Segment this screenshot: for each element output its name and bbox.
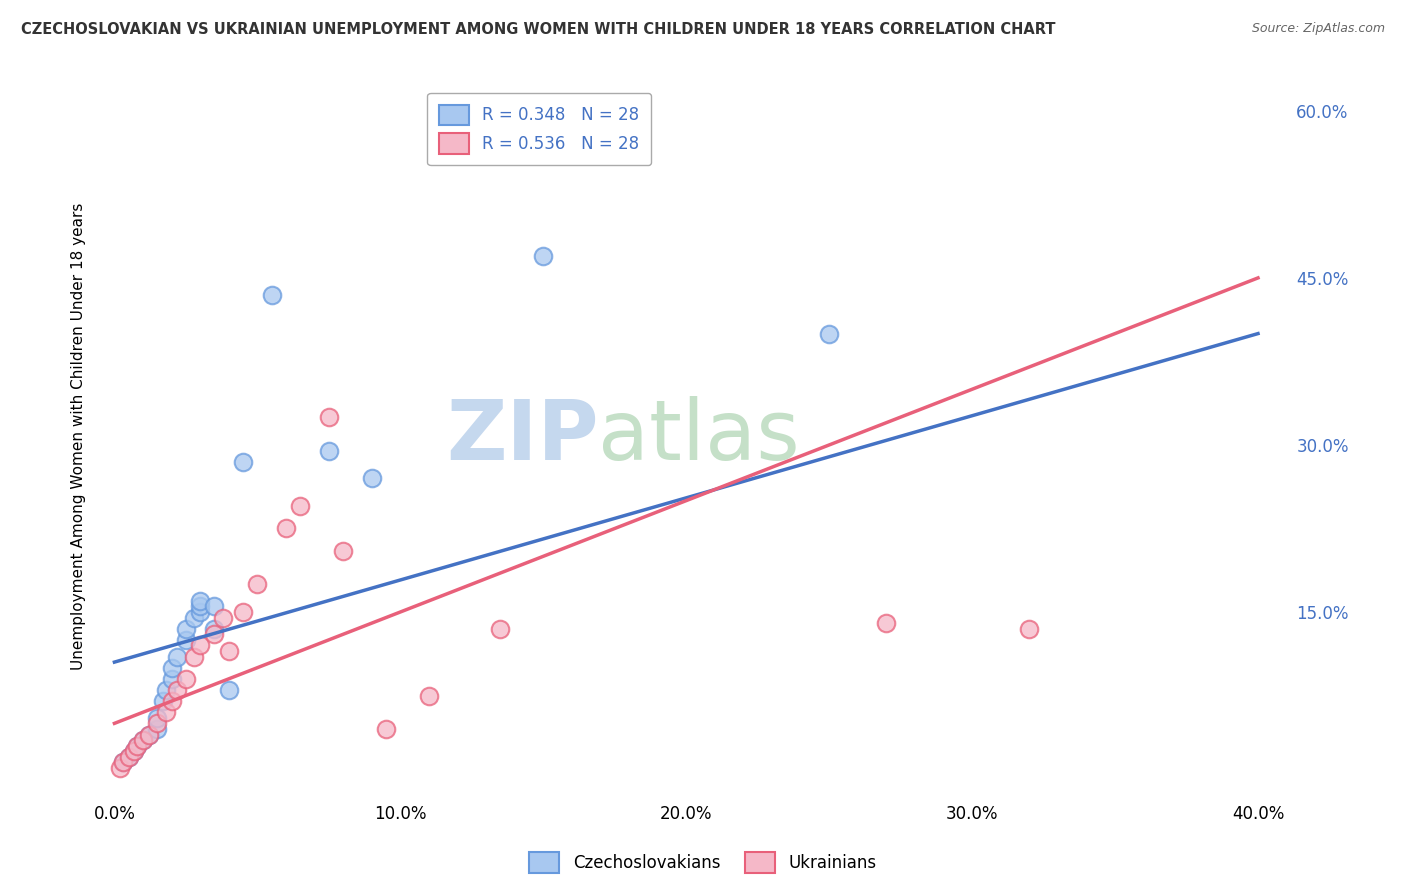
Point <box>318 410 340 425</box>
Point <box>166 649 188 664</box>
Point <box>212 610 235 624</box>
Text: Source: ZipAtlas.com: Source: ZipAtlas.com <box>1251 22 1385 36</box>
Point <box>118 749 141 764</box>
Point <box>332 543 354 558</box>
Point <box>360 471 382 485</box>
Point <box>246 577 269 591</box>
Point <box>260 287 283 301</box>
Point <box>155 705 177 719</box>
Point <box>183 610 205 624</box>
Point <box>531 249 554 263</box>
Point <box>204 627 226 641</box>
Point <box>111 756 134 770</box>
Point <box>132 733 155 747</box>
Point <box>232 605 254 619</box>
Point <box>818 326 841 341</box>
Point <box>218 644 240 658</box>
Point <box>204 622 226 636</box>
Y-axis label: Unemployment Among Women with Children Under 18 years: Unemployment Among Women with Children U… <box>72 202 86 670</box>
Point <box>188 599 211 614</box>
Point <box>138 727 160 741</box>
Point <box>174 672 197 686</box>
Point <box>218 682 240 697</box>
Point <box>174 632 197 647</box>
Point <box>155 682 177 697</box>
Point <box>127 739 149 753</box>
Point <box>204 599 226 614</box>
Point <box>127 739 149 753</box>
Point <box>375 722 398 736</box>
Point <box>146 716 169 731</box>
Text: atlas: atlas <box>599 396 800 477</box>
Point <box>132 733 155 747</box>
Point <box>318 443 340 458</box>
Point <box>152 694 174 708</box>
Point <box>183 649 205 664</box>
Point <box>274 521 297 535</box>
Point <box>875 616 897 631</box>
Point <box>188 594 211 608</box>
Text: ZIP: ZIP <box>446 396 599 477</box>
Point <box>108 761 131 775</box>
Legend: Czechoslovakians, Ukrainians: Czechoslovakians, Ukrainians <box>523 846 883 880</box>
Point <box>418 689 440 703</box>
Point <box>124 744 146 758</box>
Point <box>290 499 312 513</box>
Point <box>166 682 188 697</box>
Point <box>160 661 183 675</box>
Point <box>146 711 169 725</box>
Point <box>489 622 512 636</box>
Point <box>160 694 183 708</box>
Point <box>138 727 160 741</box>
Point <box>232 455 254 469</box>
Point <box>160 672 183 686</box>
Point <box>1018 622 1040 636</box>
Point <box>118 749 141 764</box>
Point <box>124 744 146 758</box>
Legend: R = 0.348   N = 28, R = 0.536   N = 28: R = 0.348 N = 28, R = 0.536 N = 28 <box>427 93 651 165</box>
Point <box>188 605 211 619</box>
Point <box>111 756 134 770</box>
Point <box>174 622 197 636</box>
Text: CZECHOSLOVAKIAN VS UKRAINIAN UNEMPLOYMENT AMONG WOMEN WITH CHILDREN UNDER 18 YEA: CZECHOSLOVAKIAN VS UKRAINIAN UNEMPLOYMEN… <box>21 22 1056 37</box>
Point <box>188 639 211 653</box>
Point <box>146 722 169 736</box>
